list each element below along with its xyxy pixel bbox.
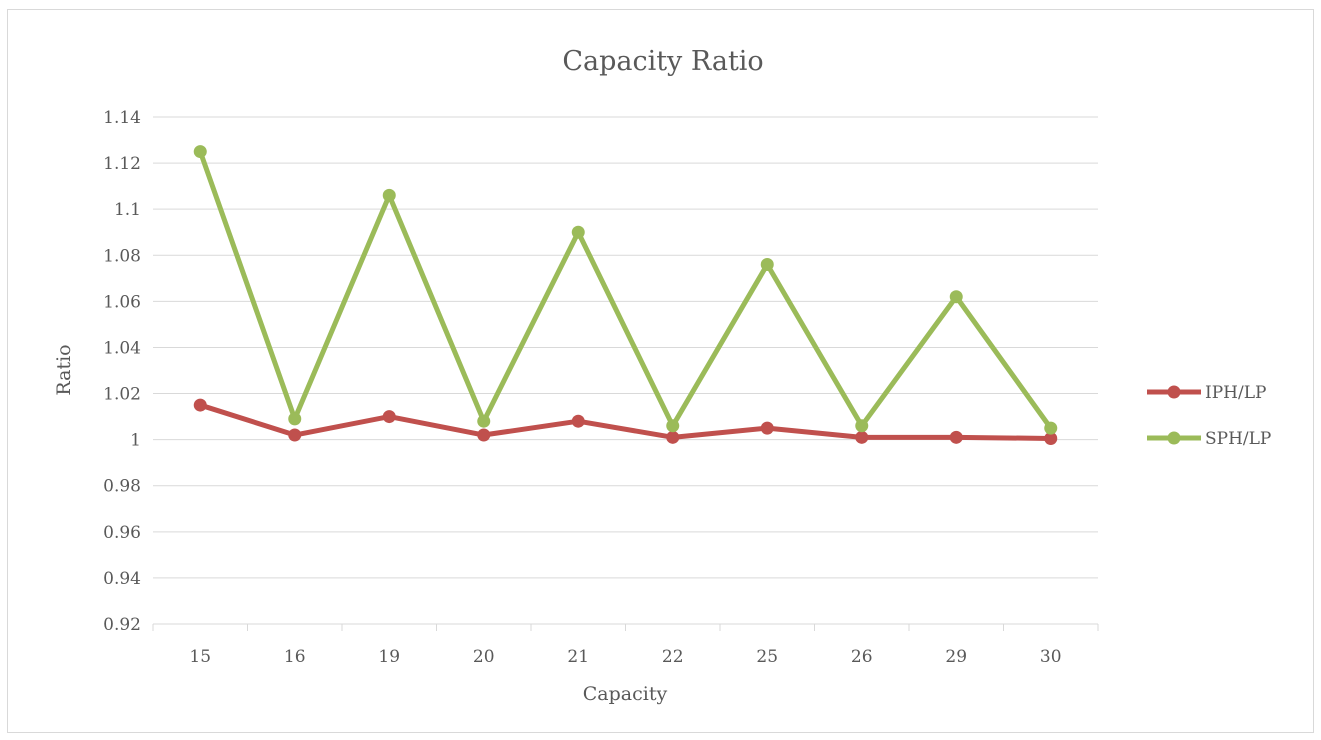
legend-swatch-marker xyxy=(1167,385,1181,399)
y-tick-label: 0.94 xyxy=(103,569,141,589)
x-tick-label: 15 xyxy=(189,647,211,667)
data-point xyxy=(382,188,396,202)
data-point xyxy=(193,398,207,412)
y-tick-label: 1.14 xyxy=(103,108,141,128)
y-tick-label: 1.1 xyxy=(114,200,141,220)
x-tick-label: 29 xyxy=(945,647,967,667)
legend-swatch-marker xyxy=(1167,431,1181,445)
y-tick-label: 1.06 xyxy=(103,292,141,312)
data-point xyxy=(760,257,774,271)
series-sph-lp xyxy=(193,145,1058,435)
legend-label: SPH/LP xyxy=(1205,429,1271,449)
data-point xyxy=(477,428,491,442)
x-tick-label: 19 xyxy=(378,647,400,667)
series-layer xyxy=(193,145,1058,445)
x-axis-tick-labels: 15 16 19 20 21 22 25 26 29 30 xyxy=(189,647,1061,667)
data-point xyxy=(1044,431,1058,445)
x-tick-label: 22 xyxy=(662,647,684,667)
y-tick-label: 1.08 xyxy=(103,246,141,266)
data-point xyxy=(193,145,207,159)
y-axis-title: Ratio xyxy=(53,344,75,395)
legend-entry: IPH/LP xyxy=(1147,383,1266,403)
x-axis xyxy=(152,623,1099,631)
x-tick-label: 30 xyxy=(1040,647,1062,667)
data-point xyxy=(1044,421,1058,435)
data-point xyxy=(666,419,680,433)
y-tick-label: 1.02 xyxy=(103,385,141,405)
data-point xyxy=(855,419,869,433)
chart-title: Capacity Ratio xyxy=(562,46,763,77)
data-point xyxy=(855,430,869,444)
data-point xyxy=(666,430,680,444)
series-line xyxy=(197,402,1054,441)
legend-label: IPH/LP xyxy=(1205,383,1266,403)
legend-entry: SPH/LP xyxy=(1147,429,1271,449)
x-axis-title: Capacity xyxy=(583,683,668,705)
x-tick-label: 16 xyxy=(284,647,306,667)
y-tick-label: 0.98 xyxy=(103,477,141,497)
y-tick-label: 1.04 xyxy=(103,338,141,358)
x-tick-label: 26 xyxy=(851,647,873,667)
data-point xyxy=(571,414,585,428)
data-point xyxy=(382,410,396,424)
x-tick-label: 21 xyxy=(567,647,589,667)
data-point xyxy=(949,290,963,304)
series-line xyxy=(197,149,1054,431)
legend: IPH/LP SPH/LP xyxy=(1147,383,1271,449)
y-axis-tick-labels: 0.92 0.94 0.96 0.98 1 1.02 1.04 1.06 1.08 1.1 1.12… xyxy=(103,108,141,635)
data-point xyxy=(571,225,585,239)
x-tick-label: 25 xyxy=(756,647,778,667)
series-iph-lp xyxy=(193,398,1058,445)
y-tick-label: 1 xyxy=(130,431,141,451)
data-point xyxy=(477,414,491,428)
chart-frame xyxy=(7,9,1314,733)
data-point xyxy=(288,428,302,442)
y-tick-label: 1.12 xyxy=(103,154,141,174)
y-tick-label: 0.96 xyxy=(103,523,141,543)
y-tick-label: 0.92 xyxy=(103,615,141,635)
data-point xyxy=(760,421,774,435)
data-point xyxy=(949,430,963,444)
gridlines xyxy=(153,116,1098,579)
x-tick-label: 20 xyxy=(473,647,495,667)
data-point xyxy=(288,412,302,426)
